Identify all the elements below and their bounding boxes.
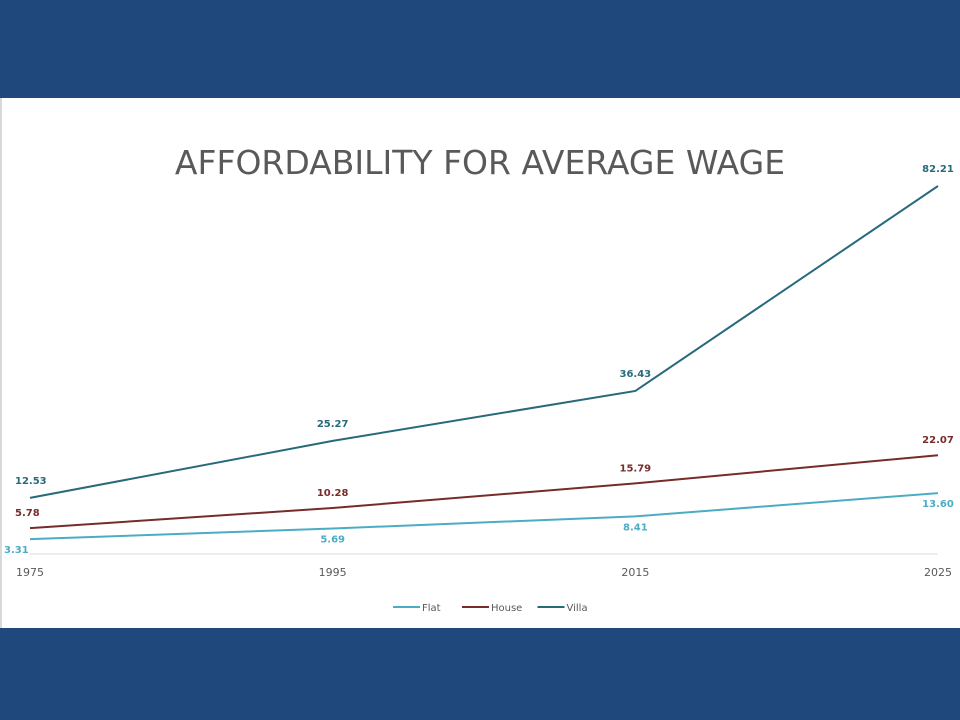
x-tick-label: 2015 [621, 566, 649, 579]
legend-label: Flat [422, 603, 441, 614]
data-label: 22.07 [922, 435, 954, 446]
data-label: 15.79 [620, 463, 652, 474]
legend-item-villa[interactable]: Villa [537, 603, 588, 614]
series-line-flat [29, 492, 939, 541]
chart-panel [0, 98, 960, 628]
data-label: 3.31 [4, 545, 29, 556]
data-label: 5.78 [15, 508, 40, 519]
data-label: 25.27 [317, 419, 349, 430]
data-label: 82.21 [922, 164, 954, 175]
legend-label: Villa [567, 603, 588, 614]
legend-item-flat[interactable]: Flat [393, 603, 441, 614]
series-line-house [29, 454, 939, 530]
x-tick-label: 2025 [924, 566, 952, 579]
legend: Flat House Villa [393, 603, 588, 614]
data-label: 5.69 [320, 535, 345, 546]
x-tick-label: 1995 [319, 566, 347, 579]
x-tick-label: 1975 [16, 566, 44, 579]
data-labels: 3.31 5.69 8.41 13.60 5.78 10.28 15.79 22.07 12.5… [4, 164, 954, 556]
data-label: 13.60 [922, 499, 954, 510]
series-lines [29, 185, 939, 541]
chart-title: AFFORDABILITY FOR AVERAGE WAGE [174, 143, 786, 182]
series-line-villa [29, 185, 939, 499]
x-axis-ticks: 1975 1995 2015 2025 [16, 566, 952, 579]
data-label: 36.43 [620, 369, 652, 380]
legend-item-house[interactable]: House [462, 603, 522, 614]
legend-label: House [491, 603, 522, 614]
data-label: 12.53 [15, 476, 47, 487]
data-label: 8.41 [623, 522, 648, 533]
data-label: 10.28 [317, 488, 349, 499]
